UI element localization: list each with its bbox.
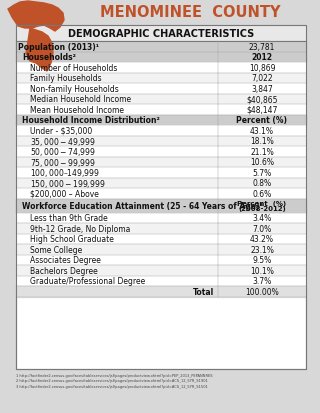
Text: $150,000 - $199,999: $150,000 - $199,999 bbox=[30, 177, 105, 189]
Polygon shape bbox=[16, 115, 306, 126]
Text: Median Household Income: Median Household Income bbox=[30, 95, 131, 104]
Text: 9th-12 Grade, No Diploma: 9th-12 Grade, No Diploma bbox=[30, 224, 130, 233]
Polygon shape bbox=[16, 276, 306, 286]
Text: Household Income Distribution²: Household Income Distribution² bbox=[22, 116, 160, 125]
Text: 43.2%: 43.2% bbox=[250, 235, 274, 244]
Polygon shape bbox=[16, 94, 306, 105]
Polygon shape bbox=[16, 244, 306, 255]
Text: 21.1%: 21.1% bbox=[250, 147, 274, 157]
Polygon shape bbox=[16, 255, 306, 266]
Text: 1 http://factfinder2.census.gov/faces/tableservices/jsf/pages/productview.xhtml?: 1 http://factfinder2.census.gov/faces/ta… bbox=[16, 373, 212, 377]
Polygon shape bbox=[16, 213, 306, 223]
Text: 3.4%: 3.4% bbox=[252, 214, 272, 223]
Polygon shape bbox=[8, 2, 64, 32]
Polygon shape bbox=[16, 266, 306, 276]
Text: $50,000 - $74,999: $50,000 - $74,999 bbox=[30, 146, 96, 158]
Text: 18.1%: 18.1% bbox=[250, 137, 274, 146]
Text: Percent (%): Percent (%) bbox=[236, 116, 287, 125]
Text: $40,865: $40,865 bbox=[246, 95, 278, 104]
Polygon shape bbox=[16, 136, 306, 147]
Polygon shape bbox=[16, 286, 306, 297]
Polygon shape bbox=[16, 105, 306, 115]
Text: 3.7%: 3.7% bbox=[252, 277, 272, 285]
Polygon shape bbox=[16, 52, 306, 63]
Text: 7.0%: 7.0% bbox=[252, 224, 272, 233]
Text: Percent  (%): Percent (%) bbox=[237, 200, 287, 206]
Text: MENOMINEE  COUNTY: MENOMINEE COUNTY bbox=[100, 5, 280, 19]
Text: High School Graduate: High School Graduate bbox=[30, 235, 114, 244]
Text: 100.00%: 100.00% bbox=[245, 287, 279, 296]
Text: $200,000 – Above: $200,000 – Above bbox=[30, 189, 99, 198]
Polygon shape bbox=[16, 26, 306, 42]
Text: 3 http://factfinder2.census.gov/faces/tableservices/jsf/pages/productview.xhtml?: 3 http://factfinder2.census.gov/faces/ta… bbox=[16, 384, 208, 388]
Polygon shape bbox=[16, 84, 306, 94]
Text: Family Households: Family Households bbox=[30, 74, 102, 83]
Polygon shape bbox=[16, 168, 306, 178]
Text: (2008-2012): (2008-2012) bbox=[238, 206, 286, 212]
Text: 10.6%: 10.6% bbox=[250, 158, 274, 167]
Text: Associates Degree: Associates Degree bbox=[30, 256, 101, 265]
Text: 3,847: 3,847 bbox=[251, 85, 273, 93]
Text: Number of Households: Number of Households bbox=[30, 64, 117, 73]
Polygon shape bbox=[16, 147, 306, 157]
Text: Workforce Education Attainment (25 - 64 Years of Age)³: Workforce Education Attainment (25 - 64 … bbox=[22, 202, 263, 211]
Polygon shape bbox=[16, 234, 306, 244]
Text: 10,869: 10,869 bbox=[249, 64, 275, 73]
Text: 10.1%: 10.1% bbox=[250, 266, 274, 275]
Text: Households²: Households² bbox=[22, 53, 76, 62]
Text: $100,000 – $149,999: $100,000 – $149,999 bbox=[30, 167, 100, 179]
Polygon shape bbox=[16, 223, 306, 234]
Text: 0.6%: 0.6% bbox=[252, 189, 272, 198]
Text: 2012: 2012 bbox=[252, 53, 273, 62]
Text: Bachelors Degree: Bachelors Degree bbox=[30, 266, 98, 275]
Text: 2 http://factfinder2.census.gov/faces/tableservices/jsf/pages/productview.xhtml?: 2 http://factfinder2.census.gov/faces/ta… bbox=[16, 379, 208, 382]
Text: 23.1%: 23.1% bbox=[250, 245, 274, 254]
Text: 23,781: 23,781 bbox=[249, 43, 275, 52]
Text: Non-family Households: Non-family Households bbox=[30, 85, 119, 93]
Text: Under - $35,000: Under - $35,000 bbox=[30, 126, 92, 135]
Polygon shape bbox=[16, 74, 306, 84]
Text: Population (2013)¹: Population (2013)¹ bbox=[18, 43, 99, 52]
Text: $75,000 - $99,999: $75,000 - $99,999 bbox=[30, 157, 96, 169]
Polygon shape bbox=[16, 178, 306, 189]
Text: 0.8%: 0.8% bbox=[252, 179, 272, 188]
Polygon shape bbox=[16, 63, 306, 74]
Text: $35,000 - $49,999: $35,000 - $49,999 bbox=[30, 135, 96, 147]
Polygon shape bbox=[16, 42, 306, 52]
Polygon shape bbox=[16, 189, 306, 199]
Text: 5.7%: 5.7% bbox=[252, 169, 272, 177]
Polygon shape bbox=[16, 126, 306, 136]
Text: 9.5%: 9.5% bbox=[252, 256, 272, 265]
Text: DEMOGRAPHIC CHARACTERISTICS: DEMOGRAPHIC CHARACTERISTICS bbox=[68, 29, 254, 39]
Text: Graduate/Professional Degree: Graduate/Professional Degree bbox=[30, 277, 145, 285]
Text: Less than 9th Grade: Less than 9th Grade bbox=[30, 214, 108, 223]
Text: 7,022: 7,022 bbox=[251, 74, 273, 83]
Polygon shape bbox=[16, 199, 306, 213]
Text: Some College: Some College bbox=[30, 245, 82, 254]
Text: Mean Household Income: Mean Household Income bbox=[30, 105, 124, 114]
Text: 43.1%: 43.1% bbox=[250, 126, 274, 135]
FancyBboxPatch shape bbox=[16, 26, 306, 369]
Polygon shape bbox=[16, 157, 306, 168]
Text: $48,147: $48,147 bbox=[246, 105, 278, 114]
Polygon shape bbox=[26, 29, 53, 72]
Text: Total: Total bbox=[193, 287, 214, 296]
